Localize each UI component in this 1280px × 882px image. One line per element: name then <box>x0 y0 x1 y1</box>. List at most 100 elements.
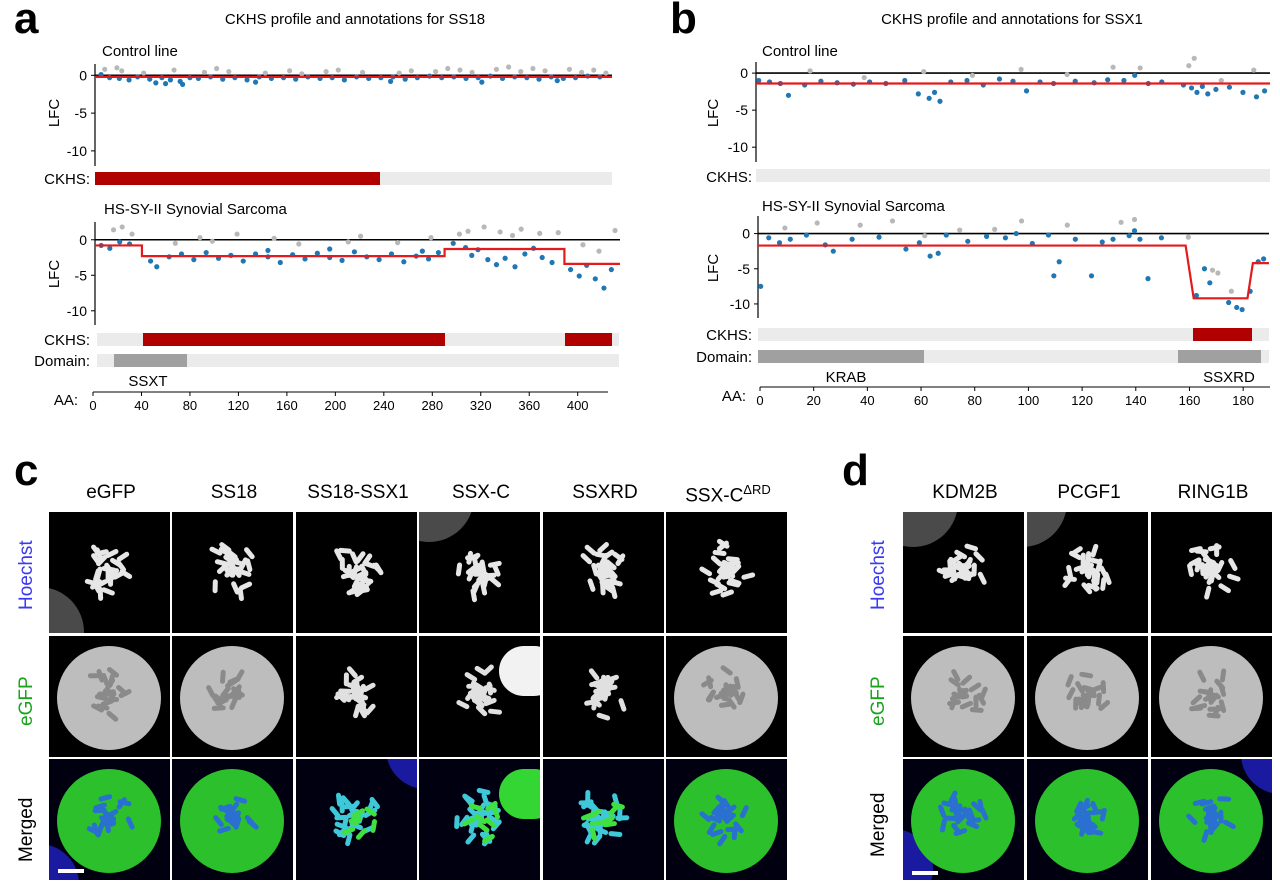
a-control-point-s1 <box>469 69 475 75</box>
b-aa-axis-tick-label: 60 <box>914 393 928 408</box>
panel-b-domain-krab <box>758 350 924 363</box>
chromosome <box>233 796 248 804</box>
chromosome <box>481 809 496 816</box>
panel-c-col-ssx-c: SSX-C <box>451 482 511 503</box>
chromosome <box>1218 699 1227 714</box>
a-sarcoma-point-s0 <box>107 245 113 251</box>
b-aa-axis-tick-label: 140 <box>1125 393 1147 408</box>
chromosome <box>711 803 723 816</box>
a-sarcoma-point-s0 <box>549 259 555 266</box>
panel-b-control-subtitle: Control line <box>762 43 838 60</box>
chromosome <box>225 678 238 689</box>
chromosome <box>727 577 742 586</box>
chromosome <box>598 686 605 701</box>
b-control-point-s0 <box>931 89 938 95</box>
a-control-point-s1 <box>445 65 451 72</box>
chromosome <box>354 696 367 708</box>
b-aa-axis-tick-label: 40 <box>860 393 874 408</box>
chromosome <box>592 679 607 687</box>
b-sarcoma-point-s0 <box>830 248 836 254</box>
chromosome <box>454 815 460 830</box>
b-aa-axis-tick-label: 80 <box>968 393 982 408</box>
chromosome <box>343 672 349 687</box>
b-sarcoma-point-s1 <box>889 218 896 224</box>
a-sarcoma-point-s1 <box>172 240 178 246</box>
a-sarcoma-point-s1 <box>481 224 487 230</box>
a-sarcoma-point-s1 <box>428 235 434 241</box>
chromosome <box>118 689 132 699</box>
chromosome <box>725 556 740 563</box>
chromosome <box>455 562 463 577</box>
chromosome <box>103 688 116 700</box>
chromosome <box>710 555 723 567</box>
panel-d-row-egfp: eGFP <box>868 676 889 726</box>
b-sarcoma-point-s0 <box>1131 228 1138 234</box>
panel-c-row-merged: Merged <box>16 797 37 862</box>
chromosome <box>225 548 238 560</box>
chromosome <box>1201 829 1210 843</box>
chromosome <box>466 550 473 565</box>
chromosome <box>943 815 958 821</box>
chromosome <box>476 787 491 795</box>
chromosome <box>588 808 602 819</box>
chromosome <box>471 580 481 594</box>
chromosome <box>486 681 494 696</box>
b-control-point-s1 <box>921 69 927 75</box>
chromosome <box>481 574 489 589</box>
panel-a-domain-ssxt <box>114 354 187 367</box>
chromosome <box>224 809 236 822</box>
chromosome <box>354 586 367 598</box>
chromosome <box>1192 798 1207 806</box>
chromosome <box>962 808 972 822</box>
micrograph-svg <box>180 646 284 750</box>
a-sarcoma-point-s1 <box>509 232 516 239</box>
b-control-point-s0 <box>1253 94 1260 100</box>
chromosome <box>488 708 502 715</box>
b-sarcoma-point-s0 <box>1088 273 1095 279</box>
a-control-point-s0 <box>153 80 159 86</box>
chromosome <box>475 704 488 717</box>
micrograph-svg <box>49 544 133 633</box>
b-sarcoma-point-s1 <box>1064 222 1070 228</box>
micrograph-svg <box>419 759 540 880</box>
panel-a-sarcoma-subtitle: HS-SY-II Synovial Sarcoma <box>104 201 288 218</box>
chromosome <box>484 817 497 829</box>
b-sarcoma-point-s0 <box>1051 273 1057 279</box>
chromosome <box>1098 700 1111 711</box>
a-sarcoma-point-s0 <box>314 250 320 256</box>
chromosome <box>737 691 746 706</box>
panel-b-aa-label: AA: <box>722 388 746 405</box>
chromosome <box>468 803 483 811</box>
chromosome <box>969 707 984 713</box>
a-control-ytick-label: -10 <box>67 143 87 159</box>
a-sarcoma-fit-line <box>95 244 620 266</box>
chromosome <box>718 701 733 708</box>
b-aa-axis-tick-label: 180 <box>1232 393 1254 408</box>
b-sarcoma-point-s0 <box>1056 259 1062 265</box>
a-control-point-s1 <box>323 68 329 75</box>
b-control-point-s0 <box>1132 72 1138 78</box>
panel-a-sarcoma-plot: 0 -5 -10 <box>67 222 620 325</box>
b-sarcoma-point-s0 <box>1239 306 1245 313</box>
micrograph-tile <box>419 512 540 633</box>
micrograph-tile <box>1151 759 1272 880</box>
chromosome <box>949 696 958 711</box>
a-control-point-s1 <box>335 67 341 73</box>
b-sarcoma-point-s0 <box>1201 266 1208 272</box>
chromosome <box>112 570 126 580</box>
b-control-point-s0 <box>1188 85 1195 91</box>
a-control-point-s1 <box>542 68 548 74</box>
a-sarcoma-point-s0 <box>425 256 432 262</box>
panel-a-domain-name: SSXT <box>128 373 167 390</box>
chromosome <box>948 677 961 688</box>
a-control-point-s1 <box>566 66 573 72</box>
micrograph-tile <box>419 759 540 880</box>
micrograph-tile <box>903 759 1024 880</box>
a-sarcoma-point-s0 <box>302 256 308 262</box>
chromosome <box>1066 687 1076 701</box>
b-sarcoma-fit-line <box>758 244 1269 300</box>
chromosome <box>1086 556 1100 564</box>
panel-b-domain-ssxrd <box>1178 350 1261 363</box>
b-sarcoma-point-s0 <box>1099 239 1105 245</box>
chromosome <box>1197 688 1212 695</box>
